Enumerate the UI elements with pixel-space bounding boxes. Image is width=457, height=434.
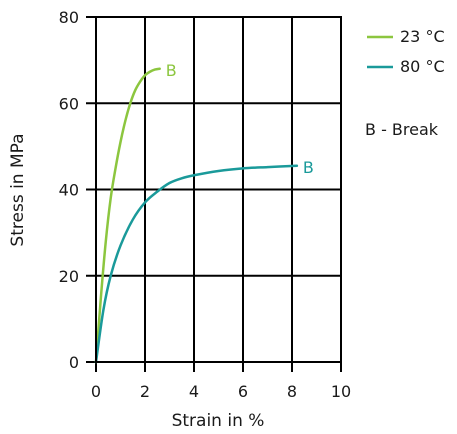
y-tick-label: 80 <box>59 8 79 27</box>
y-axis-label: Stress in MPa <box>8 133 28 246</box>
break-annotation: B - Break <box>365 120 439 139</box>
x-tick-label: 2 <box>140 382 150 401</box>
x-tick-label: 8 <box>287 382 297 401</box>
break-label-0: B <box>166 61 177 80</box>
series-line-0 <box>94 67 161 364</box>
x-tick-label: 4 <box>189 382 199 401</box>
tick-labels: 0 2 4 6 8 10 0 20 40 60 80 <box>59 8 352 401</box>
x-tick-label: 10 <box>331 382 351 401</box>
legend-label-23c: 23 °C <box>400 27 445 46</box>
x-axis-label: Strain in % <box>172 411 265 431</box>
x-tick-label: 0 <box>91 382 101 401</box>
series-lines: BB <box>94 61 314 364</box>
y-tick-label: 20 <box>59 267 79 286</box>
y-tick-label: 0 <box>69 353 79 372</box>
legend: 23 °C 80 °C <box>367 27 445 76</box>
series-line-1 <box>94 164 299 364</box>
y-tick-label: 40 <box>59 181 79 200</box>
legend-label-80c: 80 °C <box>400 57 445 76</box>
break-label-1: B <box>303 158 314 177</box>
plot-frame <box>95 16 342 363</box>
y-tick-label: 60 <box>59 94 79 113</box>
grid <box>86 16 342 372</box>
x-tick-label: 6 <box>238 382 248 401</box>
